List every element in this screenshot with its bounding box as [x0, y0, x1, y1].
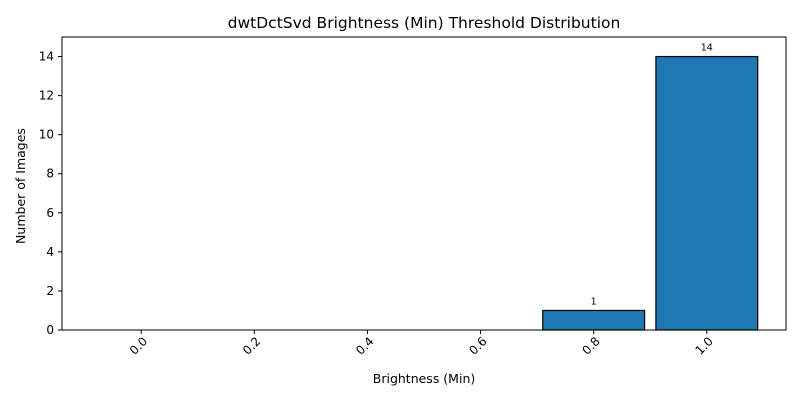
- y-tick-label-12: 12: [39, 89, 54, 103]
- x-tick-label-0.6: 0.6: [466, 334, 489, 357]
- plot-area: 1 14 0 2 4 6 8 10 12 14 0.0 0.2 0.4 0.6 0.8 1.0: [39, 36, 787, 358]
- x-tick-label-0.0: 0.0: [127, 334, 150, 357]
- data-label-1.0: 14: [701, 43, 713, 54]
- y-tick-label-0: 0: [46, 323, 54, 337]
- x-axis-label: Brightness (Min): [373, 371, 476, 386]
- data-label-0.8: 1: [591, 296, 597, 307]
- bar-0.8: [542, 309, 646, 331]
- x-tick-label-0.2: 0.2: [240, 334, 263, 357]
- axes-frame: [61, 36, 787, 331]
- y-tick-label-6: 6: [46, 206, 54, 220]
- y-tick-label-8: 8: [46, 167, 54, 181]
- y-tick-label-14: 14: [39, 50, 54, 64]
- y-tick-label-10: 10: [39, 128, 54, 142]
- bar-1.0: [655, 55, 759, 331]
- y-axis-label: Number of Images: [13, 128, 28, 244]
- y-tick-label-2: 2: [46, 284, 54, 298]
- x-tick-label-1.0: 1.0: [693, 334, 716, 357]
- x-tick-label-0.4: 0.4: [353, 334, 376, 357]
- x-tick-label-0.8: 0.8: [579, 334, 602, 357]
- y-tick-label-4: 4: [46, 245, 54, 259]
- chart-title: dwtDctSvd Brightness (Min) Threshold Dis…: [228, 14, 621, 32]
